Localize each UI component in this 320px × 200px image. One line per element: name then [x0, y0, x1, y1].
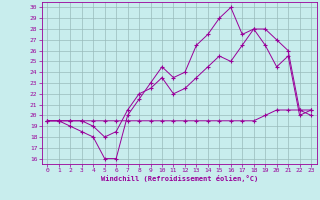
- X-axis label: Windchill (Refroidissement éolien,°C): Windchill (Refroidissement éolien,°C): [100, 175, 258, 182]
